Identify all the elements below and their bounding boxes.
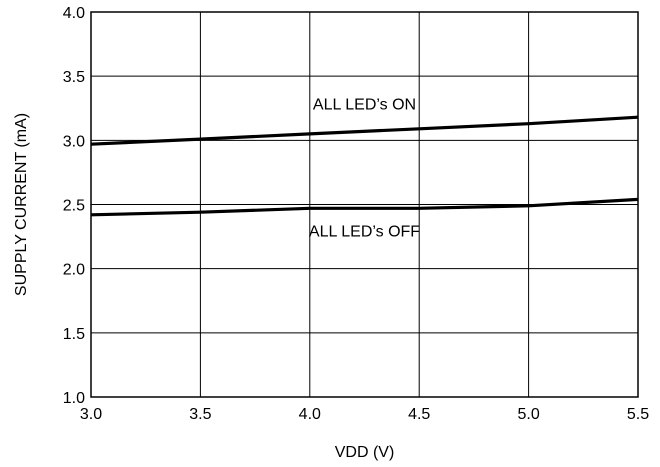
y-tick-label: 3.5 bbox=[63, 69, 85, 86]
x-tick-label: 5.5 bbox=[627, 406, 649, 423]
series-lines bbox=[90, 115, 639, 217]
series-line-1 bbox=[90, 197, 639, 217]
y-tick-label: 2.5 bbox=[63, 198, 85, 215]
y-tick-label: 3.0 bbox=[63, 133, 85, 150]
x-tick-label: 4.0 bbox=[299, 406, 321, 423]
series-line-0 bbox=[90, 115, 639, 146]
series-label-0: ALL LED’s ON bbox=[313, 96, 416, 113]
series-annotations: ALL LED’s ON ALL LED’s OFF bbox=[309, 96, 420, 240]
x-axis-label: VDD (V) bbox=[335, 444, 395, 461]
x-tick-label: 3.5 bbox=[189, 406, 211, 423]
y-tick-label: 1.5 bbox=[63, 326, 85, 343]
series-label-1: ALL LED’s OFF bbox=[309, 223, 420, 240]
x-tick-label: 4.5 bbox=[408, 406, 430, 423]
y-tick-label: 2.0 bbox=[63, 262, 85, 279]
y-axis-ticks: 1.0 1.5 2.0 2.5 3.0 3.5 4.0 bbox=[63, 5, 85, 407]
x-tick-label: 3.0 bbox=[80, 406, 102, 423]
y-tick-label: 4.0 bbox=[63, 5, 85, 22]
y-axis-label: SUPPLY CURRENT (mA) bbox=[13, 113, 30, 296]
plot-frame bbox=[90, 11, 639, 398]
x-tick-label: 5.0 bbox=[517, 406, 539, 423]
y-tick-label: 1.0 bbox=[63, 390, 85, 407]
x-axis-ticks: 3.0 3.5 4.0 4.5 5.0 5.5 bbox=[80, 406, 649, 423]
